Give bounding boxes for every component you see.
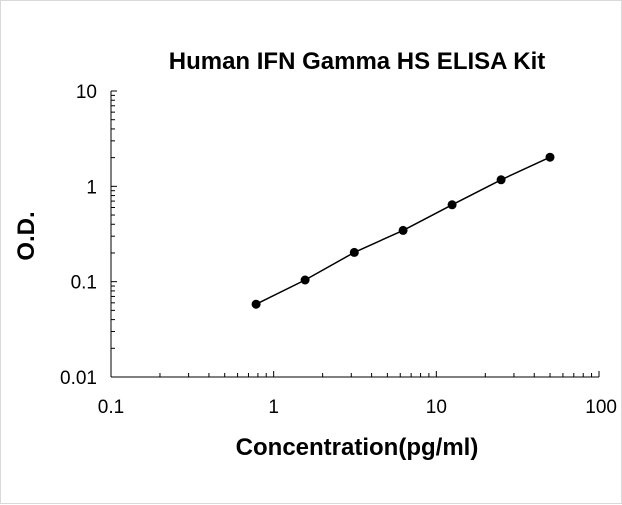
data-point xyxy=(447,200,457,210)
y-tick-label: 1 xyxy=(86,177,97,198)
data-point xyxy=(545,152,555,162)
x-tick-label: 10 xyxy=(426,397,447,418)
data-point xyxy=(251,299,261,309)
data-point xyxy=(349,247,359,257)
y-tick-label: 0.01 xyxy=(60,368,97,389)
data-point xyxy=(496,175,506,185)
y-tick-label: 0.1 xyxy=(71,273,97,294)
x-tick-label: 0.1 xyxy=(98,397,124,418)
data-point xyxy=(300,275,310,285)
y-tick-label: 10 xyxy=(76,82,97,103)
x-axis-title: Concentration(pg/ml) xyxy=(236,434,479,461)
chart-title: Human IFN Gamma HS ELISA Kit xyxy=(169,48,546,75)
data-point xyxy=(398,225,408,235)
x-tick-label: 1 xyxy=(268,397,279,418)
x-tick-label: 100 xyxy=(585,397,617,418)
y-axis-title: O.D. xyxy=(13,211,40,260)
plot-marks xyxy=(251,152,555,309)
